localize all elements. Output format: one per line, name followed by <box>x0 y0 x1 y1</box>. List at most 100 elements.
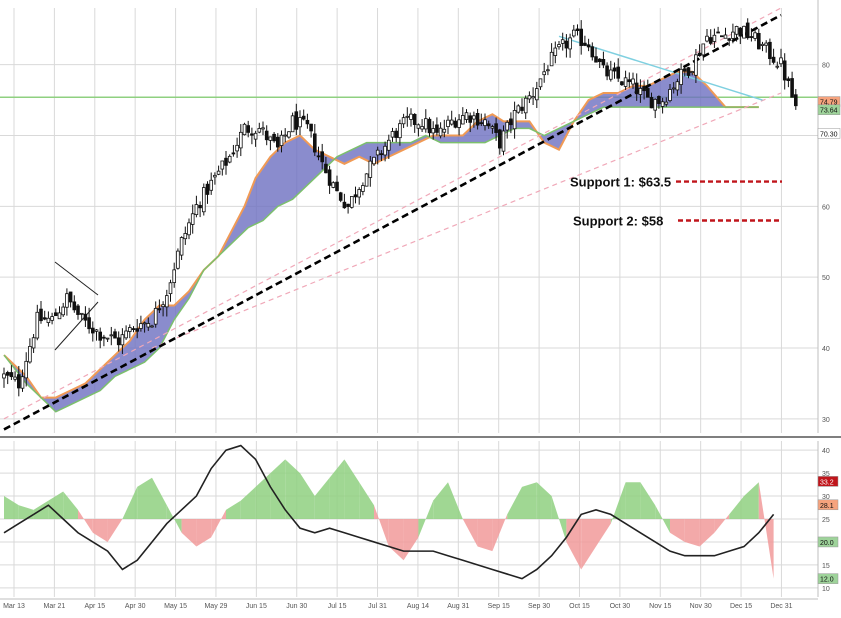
candle-body <box>338 192 343 201</box>
osc-area-segment <box>670 519 685 542</box>
candle-body <box>268 136 273 141</box>
osc-area-segment <box>655 505 670 533</box>
candle-body <box>420 126 424 130</box>
candle-body <box>620 81 624 86</box>
candle-body <box>653 98 657 111</box>
osc-area-segment <box>625 482 641 519</box>
osc-area-segment <box>78 509 93 533</box>
candle-body <box>220 160 225 170</box>
osc-area-segment <box>152 477 167 519</box>
candle-body <box>127 327 132 332</box>
osc-tick-label: 10 <box>822 586 830 593</box>
candle-body <box>305 119 310 125</box>
osc-area-segment <box>314 477 330 519</box>
candle-body <box>98 331 103 341</box>
candle-body <box>638 87 643 95</box>
osc-area-segment <box>300 473 315 519</box>
candle-body <box>612 67 617 72</box>
candle-body <box>716 31 720 34</box>
osc-area <box>4 459 774 579</box>
price-tick-label: 60 <box>822 204 830 211</box>
candle-body <box>757 32 761 50</box>
candle-body <box>24 360 28 379</box>
candle-body <box>586 44 591 48</box>
candle-body <box>150 325 154 328</box>
osc-area-segment <box>448 482 463 519</box>
candle-body <box>153 307 158 325</box>
osc-axis: 4035302520151033.228.120.012.0 <box>817 441 839 597</box>
candle-body <box>94 329 99 332</box>
candle-body <box>564 40 569 49</box>
candle-body <box>301 115 306 120</box>
osc-area-segment <box>744 482 759 519</box>
candle-body <box>575 28 580 32</box>
candle-body <box>105 337 110 340</box>
candle-body <box>601 59 606 66</box>
osc-area-segment <box>507 486 522 519</box>
candle-body <box>649 97 654 109</box>
osc-area-segment <box>344 459 360 519</box>
candle-body <box>342 201 347 209</box>
candle-body <box>427 118 432 134</box>
ichimoku-cloud <box>4 71 759 412</box>
candle-body <box>535 88 539 101</box>
x-tick-label: Aug 31 <box>447 603 469 610</box>
candle-body <box>749 36 754 38</box>
candle-body <box>490 126 495 129</box>
candle-body <box>250 133 254 136</box>
candle-body <box>668 89 672 102</box>
osc-area-segment <box>166 505 182 533</box>
osc-tag-box <box>817 499 839 511</box>
candle-body <box>708 37 713 44</box>
candle-body <box>390 131 395 138</box>
candle-body <box>790 78 794 98</box>
x-tick-label: Mar 21 <box>43 603 65 610</box>
candle-body <box>634 82 639 95</box>
candle-body <box>298 117 302 128</box>
x-tick-label: May 15 <box>164 603 187 610</box>
candle-body <box>453 120 458 128</box>
candle-body <box>16 374 21 389</box>
candle-body <box>309 123 313 132</box>
candle-body <box>560 39 565 44</box>
candle-body <box>272 133 276 142</box>
triangle-upper-line <box>54 261 99 296</box>
candle-body <box>179 237 184 256</box>
candle-body <box>760 43 765 46</box>
candle-body <box>549 51 554 67</box>
trendline-black-support <box>3 13 782 431</box>
osc-area-segment <box>581 519 596 570</box>
osc-area-segment <box>285 459 300 519</box>
candle-body <box>2 373 6 379</box>
candle-body <box>46 317 51 323</box>
candle-body <box>494 123 498 133</box>
x-tick-label: May 29 <box>204 603 227 610</box>
candle-body <box>35 311 40 339</box>
candle-body <box>512 110 517 130</box>
candle-body <box>446 119 450 128</box>
x-tick-label: Aug 14 <box>407 603 429 610</box>
candle-body <box>54 312 58 317</box>
osc-tag-box <box>817 476 839 487</box>
osc-area-segment <box>137 477 152 519</box>
candle-body <box>579 28 583 46</box>
candle-body <box>675 81 680 91</box>
x-tick-label: Dec 15 <box>730 603 752 610</box>
osc-area-segment <box>522 482 537 519</box>
osc-tick-label: 35 <box>822 471 830 478</box>
x-tick-label: Mar 13 <box>3 603 25 610</box>
candle-body <box>442 128 447 133</box>
osc-area-segment <box>122 486 138 519</box>
candle-body <box>764 42 768 46</box>
candle-body <box>594 56 598 63</box>
candle-body <box>786 78 791 82</box>
osc-area-segment <box>551 496 567 542</box>
candle-body <box>660 101 665 107</box>
candle-body <box>61 306 65 316</box>
candle-body <box>324 163 328 174</box>
candle-body <box>516 105 521 113</box>
osc-line-series <box>3 444 775 580</box>
candle-body <box>538 78 543 88</box>
osc-area-segment <box>329 459 345 519</box>
